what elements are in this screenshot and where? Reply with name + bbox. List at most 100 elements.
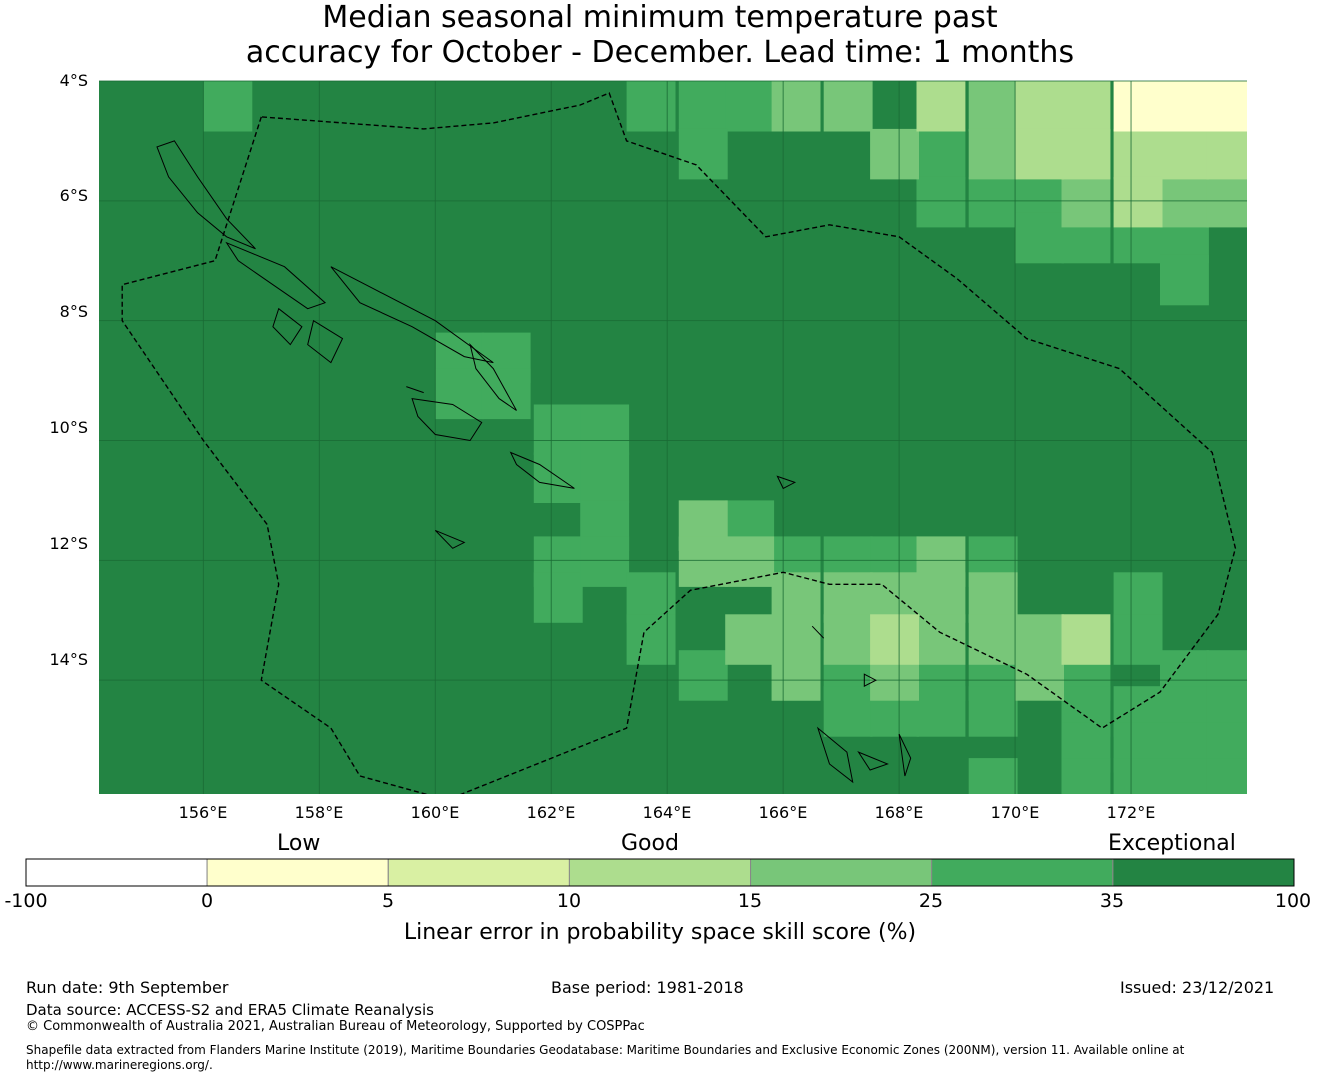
skill-grid-cell: [1206, 128, 1247, 180]
lon-tick-label: 166°E: [758, 803, 808, 822]
map-plot-area: [99, 80, 1247, 794]
shapefile-credit: Shapefile data extracted from Flanders M…: [26, 1043, 1185, 1072]
skill-grid-cell: [1160, 128, 1209, 180]
island-outline: [816, 726, 854, 784]
colorbar-tick-label: 25: [918, 890, 944, 912]
skill-grid-cell: [823, 686, 873, 737]
island-outline: [509, 451, 575, 489]
skill-grid-cell: [1206, 81, 1247, 132]
colorbar-tick-label: 15: [737, 890, 763, 912]
lat-tick-label: 6°S: [59, 186, 88, 205]
skill-grid-cell: [678, 536, 728, 587]
skill-grid-cell: [1113, 176, 1163, 228]
colorbar-bin: [568, 858, 752, 887]
lon-tick-label: 162°E: [526, 803, 576, 822]
skill-grid-cell: [580, 536, 630, 587]
skill-grid-cell: [823, 614, 873, 665]
island-outline: [469, 342, 517, 411]
map-title-line-1: Median seasonal minimum temperature past: [322, 0, 998, 35]
skill-grid-cell: [1061, 81, 1111, 132]
copyright-notice: © Commonwealth of Australia 2021, Austra…: [26, 1019, 645, 1034]
colorbar-border: [25, 858, 1295, 887]
skill-grid-cell: [916, 128, 966, 180]
skill-grid-cell: [533, 404, 583, 455]
skill-grid-cell: [1160, 176, 1209, 228]
colorbar-tick-label: 5: [381, 890, 395, 912]
skill-grid-cell: [968, 686, 1018, 737]
skill-grid-cell: [968, 758, 1018, 794]
skill-grid-cell: [916, 81, 966, 132]
skill-grid-cell: [481, 368, 531, 420]
colorbar-tick-label: -100: [4, 890, 48, 912]
skill-grid-cell: [916, 536, 966, 587]
skill-grid-cell: [1061, 614, 1111, 665]
colorbar-bin: [387, 858, 570, 887]
colorbar-bin: [1112, 858, 1295, 887]
island-outline: [307, 319, 344, 364]
skill-grid-cell: [1061, 176, 1111, 228]
lon-tick-label: 158°E: [294, 803, 344, 822]
lat-tick-label: 12°S: [49, 534, 88, 553]
skill-grid-cell: [1015, 128, 1064, 180]
island-outline: [811, 625, 825, 639]
lon-tick-label: 170°E: [990, 803, 1040, 822]
skill-grid-cell: [626, 614, 676, 665]
island-outline: [156, 140, 256, 250]
skill-grid-cell: [1113, 128, 1163, 180]
run-date: Run date: 9th September: [26, 978, 229, 997]
skill-grid-cell: [1061, 128, 1111, 180]
skill-grid-cell: [725, 614, 775, 665]
skill-grid-cell: [533, 572, 583, 623]
skill-grid-cell: [916, 176, 966, 228]
lon-tick-label: 164°E: [642, 803, 692, 822]
skill-grid-cell: [1113, 614, 1163, 665]
skill-grid-cell: [823, 81, 873, 132]
base-period: Base period: 1981-2018: [551, 978, 744, 997]
skill-grid-cell: [1113, 758, 1163, 794]
island-outline: [863, 673, 877, 688]
skill-grid-cell: [435, 368, 485, 420]
lat-tick-label: 10°S: [49, 418, 88, 437]
skill-grid-cell: [678, 81, 728, 132]
category-label-exceptional: Exceptional: [1108, 831, 1236, 856]
lon-tick-label: 172°E: [1106, 803, 1156, 822]
island-outline: [857, 751, 889, 771]
skill-grid-cell: [1113, 81, 1163, 132]
skill-grid-cell: [678, 128, 728, 180]
category-label-good: Good: [621, 831, 679, 856]
eez-boundary: [121, 92, 1237, 794]
lat-tick-label: 14°S: [49, 650, 88, 669]
skill-grid-cell: [1160, 254, 1209, 306]
island-outline: [411, 397, 483, 442]
island-outline: [434, 529, 466, 549]
skill-grid-cell: [968, 614, 1018, 665]
skill-grid-cell: [916, 686, 966, 737]
skill-grid-cell: [1206, 176, 1247, 228]
skill-grid-cell: [771, 650, 821, 701]
colorbar-title: Linear error in probability space skill …: [403, 920, 917, 945]
skill-grid-cell: [725, 81, 775, 132]
island-outline: [225, 241, 327, 310]
skill-grid-cell: [1015, 81, 1064, 132]
skill-grid-cell: [1160, 758, 1209, 794]
skill-grid-cell: [771, 81, 821, 132]
skill-grid-cell: [1061, 758, 1111, 794]
colorbar: [25, 858, 1295, 887]
island-outline: [272, 307, 303, 346]
lat-tick-label: 8°S: [59, 302, 88, 321]
skill-grid-cell: [1015, 212, 1064, 264]
skill-grid-cell: [580, 404, 630, 455]
skill-grid-cell: [870, 614, 919, 665]
lon-tick-label: 168°E: [874, 803, 924, 822]
skill-grid-cell: [1160, 81, 1209, 132]
island-outline: [776, 475, 797, 490]
island-outline: [406, 386, 424, 394]
skill-grid-cell: [968, 128, 1018, 180]
map-title-line-2: accuracy for October - December. Lead ti…: [245, 35, 1075, 70]
colorbar-bin: [206, 858, 389, 887]
skill-grid-cell: [870, 128, 919, 180]
skill-grid-cell: [203, 81, 253, 132]
skill-grid-cell: [1015, 650, 1064, 701]
colorbar-bin: [25, 858, 208, 887]
